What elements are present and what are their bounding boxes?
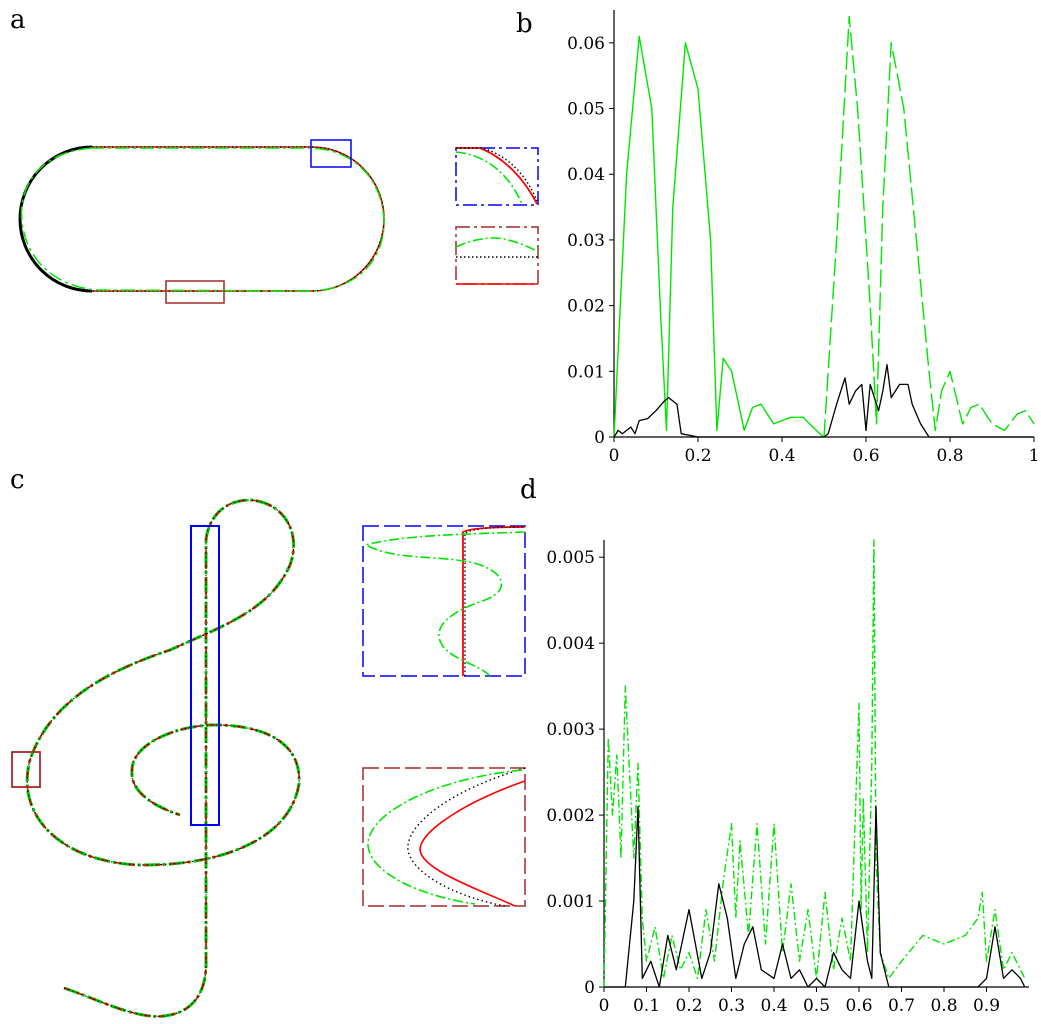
zoom-box-blue-a — [310, 139, 352, 168]
chart-d-ytick-label: 0.004 — [546, 634, 595, 654]
clef-red-curve — [26, 499, 300, 1018]
zoom-inset-blue-a — [455, 147, 539, 206]
panel-label-b: b — [516, 9, 533, 39]
chart-d-xtick-label: 0.4 — [760, 996, 787, 1016]
chart-d-ytick-label: 0.003 — [546, 720, 595, 740]
stadium-black-dotted — [92, 146, 385, 292]
chart-d-xtick-label: 0.1 — [633, 996, 660, 1016]
chart-d-xtick-label: 0.8 — [930, 996, 957, 1016]
clef-black-dotted — [26, 499, 300, 1017]
panel-label-c: c — [10, 465, 25, 495]
chart-b-ytick-label: 0.06 — [567, 34, 605, 54]
chart-d-xtick-label: 0.5 — [803, 996, 830, 1016]
stadium-red-curve — [92, 146, 385, 292]
chart-d-series — [603, 539, 1026, 988]
stadium-black-arc — [18, 145, 93, 293]
chart-b-xtick-label: 0.6 — [852, 446, 879, 466]
chart-b-ytick-label: 0.05 — [567, 100, 605, 120]
chart-b-xtick-label: 1 — [1029, 446, 1040, 466]
zoom-box-brown-a — [165, 280, 225, 304]
chart-b-ytick-label: 0.04 — [567, 165, 605, 185]
panel-a-stadium-diagram — [18, 139, 539, 304]
chart-d-xtick-label: 0.7 — [888, 996, 915, 1016]
chart-b-xtick-label: 0 — [609, 446, 620, 466]
chart-d-series-green-dashdot — [603, 539, 1026, 988]
chart-d-xtick-label: 0.2 — [675, 996, 702, 1016]
chart-d-ticks: 0 0.1 0.2 0.3 0.4 0.5 0.6 0.7 0.8 0.9 0 0.001 0.002 0… — [546, 548, 1000, 1016]
chart-b-series-green-dash — [823, 15, 1035, 438]
chart-d-xtick-label: 0.6 — [845, 996, 872, 1016]
chart-d-ytick-label: 0.001 — [546, 892, 595, 912]
zoom-box-blue-c — [190, 525, 220, 826]
chart-b-xtick-label: 0.8 — [936, 446, 963, 466]
clef-green-curve — [25, 498, 301, 1018]
chart-d: 0 0.1 0.2 0.3 0.4 0.5 0.6 0.7 0.8 0.9 0 0.001 0.002 0… — [546, 539, 1029, 1016]
chart-b-ytick-label: 0.02 — [567, 297, 605, 317]
chart-d-xtick-label: 0.9 — [973, 996, 1000, 1016]
stadium-green-curve — [20, 147, 385, 292]
chart-b-ticks: 0 0.2 0.4 0.6 0.8 1 0 0.01 0.02 0.03 0.04 0.05 0.06 — [567, 34, 1039, 466]
chart-b-ytick-label: 0 — [594, 428, 605, 448]
chart-b-xtick-label: 0.2 — [684, 446, 711, 466]
chart-b-series — [613, 15, 1035, 438]
chart-b-ytick-label: 0.03 — [567, 231, 605, 251]
chart-d-xtick-label: 0.3 — [718, 996, 745, 1016]
zoom-inset-blue-c — [362, 525, 526, 677]
chart-d-ytick-label: 0 — [584, 978, 595, 998]
panel-label-d: d — [520, 475, 537, 505]
chart-b: 0 0.2 0.4 0.6 0.8 1 0 0.01 0.02 0.03 0.04 0.05 0.06 — [567, 10, 1039, 466]
chart-d-ytick-label: 0.005 — [546, 548, 595, 568]
zoom-inset-brown-c — [362, 767, 526, 907]
chart-b-ytick-label: 0.01 — [567, 362, 605, 382]
panel-c-treble-clef-diagram — [11, 498, 526, 1018]
zoom-box-brown-c — [11, 751, 41, 788]
chart-b-xtick-label: 0.4 — [768, 446, 795, 466]
chart-d-series-black-solid — [604, 805, 1026, 988]
panel-label-a: a — [10, 5, 26, 35]
chart-b-series-green-solid — [613, 35, 825, 438]
zoom-inset-brown-a — [455, 226, 539, 285]
chart-d-xtick-label: 0 — [599, 996, 610, 1016]
chart-b-series-black-solid — [613, 364, 1034, 438]
chart-d-ytick-label: 0.002 — [546, 806, 595, 826]
